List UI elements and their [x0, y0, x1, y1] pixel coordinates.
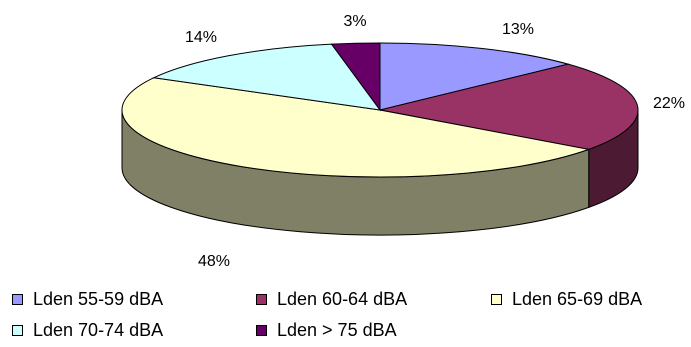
legend-swatch: [491, 294, 502, 305]
legend-swatch: [256, 294, 267, 305]
pie-slice: [121, 77, 591, 178]
pie-value-label: 14%: [185, 29, 217, 46]
legend-swatch: [12, 325, 23, 336]
legend-swatch: [256, 325, 267, 336]
legend-item-75-plus: Lden > 75 dBA: [256, 320, 397, 341]
legend-label: Lden 70-74 dBA: [33, 320, 164, 340]
legend-label: Lden > 75 dBA: [277, 320, 397, 340]
legend-label: Lden 55-59 dBA: [33, 289, 164, 309]
legend-label: Lden 60-64 dBA: [277, 289, 408, 309]
pie-slice: [152, 43, 382, 111]
pie-value-label: 48%: [198, 253, 230, 270]
pie-value-label: 22%: [653, 95, 685, 112]
legend-swatch: [12, 294, 23, 305]
pie-slice: [330, 42, 381, 112]
legend-label: Lden 65-69 dBA: [512, 289, 643, 309]
pie-slice: [379, 42, 571, 111]
legend-item-70-74: Lden 70-74 dBA: [12, 320, 163, 341]
pie-value-label: 3%: [343, 13, 366, 30]
pie-value-label: 13%: [502, 21, 534, 38]
legend: Lden 55-59 dBA Lden 60-64 dBA Lden 65-69…: [0, 280, 691, 347]
pie-chart: 13% 22% 48% 14% 3%: [121, 13, 685, 270]
pie-slice: [379, 63, 639, 150]
legend-item-65-69: Lden 65-69 dBA: [491, 289, 642, 310]
legend-item-60-64: Lden 60-64 dBA: [256, 289, 407, 310]
legend-item-55-59: Lden 55-59 dBA: [12, 289, 163, 310]
